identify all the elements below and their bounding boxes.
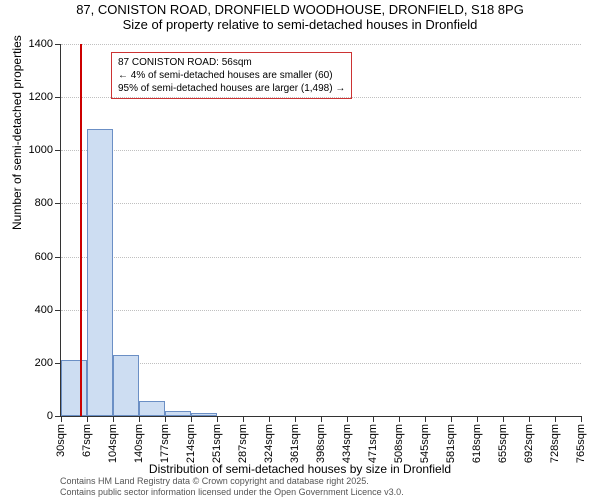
- x-tick: [165, 416, 166, 422]
- x-tick: [477, 416, 478, 422]
- x-tick-label: 177sqm: [159, 424, 171, 463]
- x-tick: [269, 416, 270, 422]
- x-tick: [61, 416, 62, 422]
- x-tick-label: 508sqm: [393, 424, 405, 463]
- x-tick: [217, 416, 218, 422]
- x-tick-label: 251sqm: [211, 424, 223, 463]
- gridline-h: [61, 97, 581, 98]
- x-tick: [373, 416, 374, 422]
- y-tick: [55, 150, 61, 151]
- title-line2: Size of property relative to semi-detach…: [0, 17, 600, 32]
- x-tick: [555, 416, 556, 422]
- x-tick: [113, 416, 114, 422]
- x-tick: [425, 416, 426, 422]
- gridline-h: [61, 203, 581, 204]
- x-tick-label: 471sqm: [367, 424, 379, 463]
- reference-line: [80, 44, 82, 416]
- gridline-h: [61, 44, 581, 45]
- y-tick-label: 600: [35, 251, 53, 263]
- x-tick: [295, 416, 296, 422]
- x-tick-label: 361sqm: [289, 424, 301, 463]
- annotation-box: 87 CONISTON ROAD: 56sqm ← 4% of semi-det…: [111, 52, 352, 99]
- y-tick: [55, 257, 61, 258]
- title-line1: 87, CONISTON ROAD, DRONFIELD WOODHOUSE, …: [0, 2, 600, 17]
- x-tick-label: 692sqm: [523, 424, 535, 463]
- gridline-h: [61, 257, 581, 258]
- y-tick-label: 0: [47, 410, 53, 422]
- x-tick: [321, 416, 322, 422]
- x-tick-label: 140sqm: [133, 424, 145, 463]
- x-tick-label: 214sqm: [185, 424, 197, 463]
- x-tick-label: 655sqm: [497, 424, 509, 463]
- histogram-bar: [139, 401, 165, 416]
- annotation-line2: ← 4% of semi-detached houses are smaller…: [118, 69, 345, 82]
- footnote: Contains HM Land Registry data © Crown c…: [60, 476, 404, 498]
- y-tick-label: 400: [35, 304, 53, 316]
- gridline-h: [61, 150, 581, 151]
- x-tick-label: 30sqm: [55, 424, 67, 457]
- x-tick: [529, 416, 530, 422]
- annotation-line3: 95% of semi-detached houses are larger (…: [118, 82, 345, 95]
- x-tick-label: 287sqm: [237, 424, 249, 463]
- histogram-bar: [61, 360, 87, 416]
- y-tick-label: 200: [35, 357, 53, 369]
- x-tick-label: 398sqm: [315, 424, 327, 463]
- x-tick: [503, 416, 504, 422]
- y-tick: [55, 203, 61, 204]
- x-tick-label: 765sqm: [575, 424, 587, 463]
- x-tick: [451, 416, 452, 422]
- x-tick: [581, 416, 582, 422]
- annotation-line1: 87 CONISTON ROAD: 56sqm: [118, 56, 345, 69]
- x-tick: [347, 416, 348, 422]
- x-tick: [139, 416, 140, 422]
- x-tick-label: 434sqm: [341, 424, 353, 463]
- x-tick: [243, 416, 244, 422]
- histogram-bar: [87, 129, 113, 416]
- y-axis-title: Number of semi-detached properties: [10, 35, 24, 230]
- x-tick: [399, 416, 400, 422]
- x-tick-label: 728sqm: [549, 424, 561, 463]
- y-tick-label: 800: [35, 197, 53, 209]
- plot-area: 87 CONISTON ROAD: 56sqm ← 4% of semi-det…: [60, 44, 581, 417]
- histogram-bar: [191, 413, 217, 416]
- chart-container: 87, CONISTON ROAD, DRONFIELD WOODHOUSE, …: [0, 0, 600, 500]
- x-tick-label: 324sqm: [263, 424, 275, 463]
- title-block: 87, CONISTON ROAD, DRONFIELD WOODHOUSE, …: [0, 0, 600, 32]
- y-tick-label: 1200: [29, 91, 53, 103]
- x-tick-label: 104sqm: [107, 424, 119, 463]
- x-tick-label: 618sqm: [471, 424, 483, 463]
- gridline-h: [61, 363, 581, 364]
- x-tick: [191, 416, 192, 422]
- histogram-bar: [113, 355, 139, 416]
- y-tick: [55, 97, 61, 98]
- y-tick: [55, 44, 61, 45]
- y-tick-label: 1400: [29, 38, 53, 50]
- x-tick-label: 545sqm: [419, 424, 431, 463]
- gridline-h: [61, 310, 581, 311]
- x-tick: [87, 416, 88, 422]
- x-tick-label: 581sqm: [445, 424, 457, 463]
- footnote-line1: Contains HM Land Registry data © Crown c…: [60, 476, 404, 487]
- x-tick-label: 67sqm: [81, 424, 93, 457]
- footnote-line2: Contains public sector information licen…: [60, 487, 404, 498]
- x-axis-title: Distribution of semi-detached houses by …: [0, 462, 600, 476]
- histogram-bar: [165, 411, 191, 416]
- y-tick: [55, 310, 61, 311]
- y-tick-label: 1000: [29, 144, 53, 156]
